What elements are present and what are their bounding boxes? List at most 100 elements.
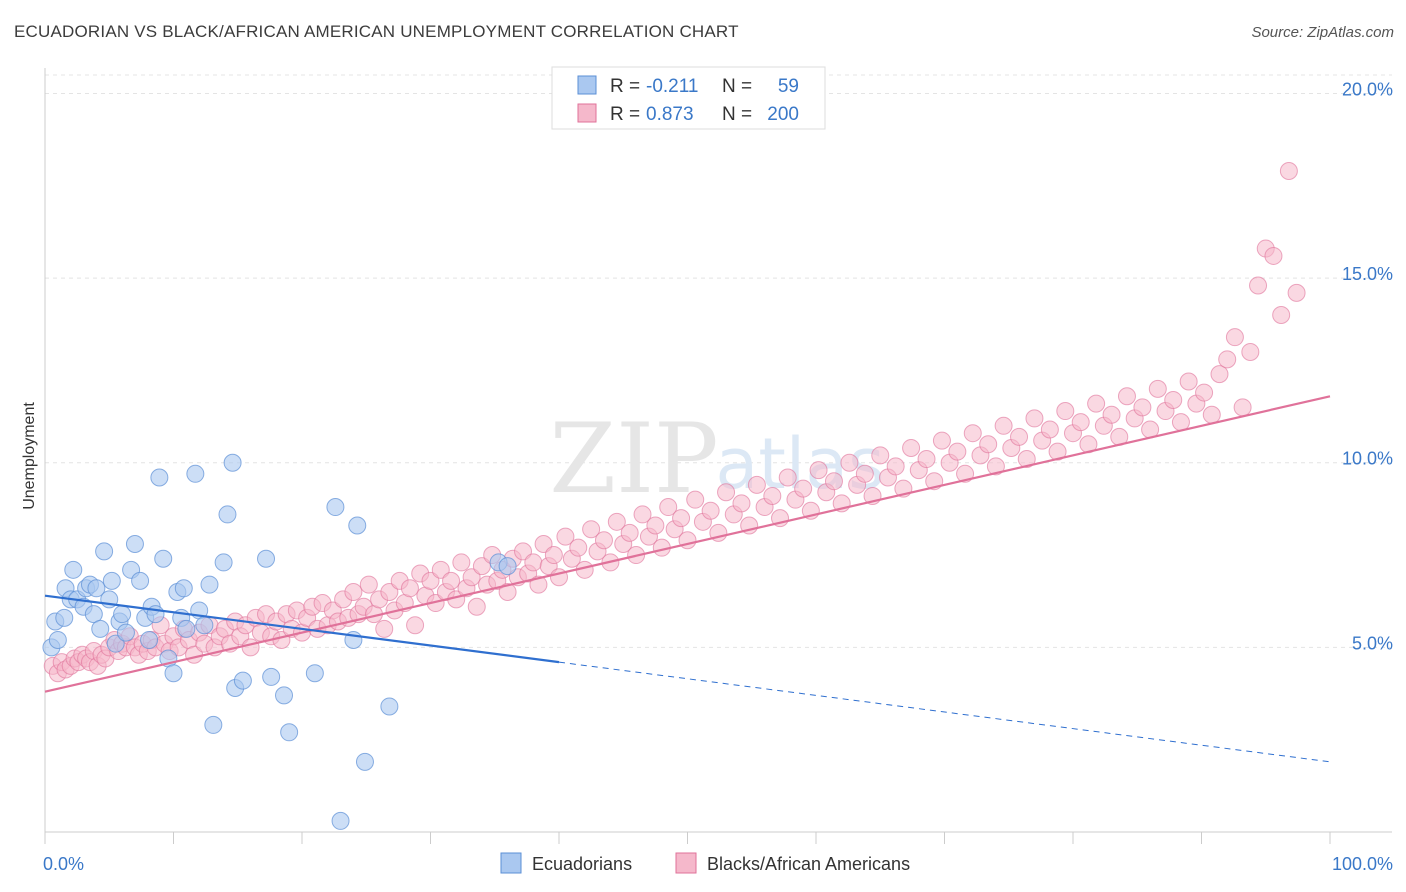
- data-point-ecuadorian: [348, 516, 367, 535]
- data-point-black: [794, 479, 813, 498]
- data-point-black: [1241, 342, 1260, 361]
- data-point-ecuadorian: [164, 664, 183, 683]
- trend-line-ecuadorians: [44, 594, 560, 664]
- data-point-black: [917, 450, 936, 469]
- data-point-ecuadorian: [195, 616, 214, 635]
- data-point-black: [686, 490, 705, 509]
- data-point-black: [824, 472, 843, 491]
- data-point-black: [1117, 387, 1136, 406]
- legend-r-label: R =: [610, 104, 640, 125]
- data-point-ecuadorian: [257, 549, 276, 568]
- data-point-black: [732, 494, 751, 513]
- data-point-black: [421, 571, 440, 590]
- data-point-black: [717, 483, 736, 502]
- data-point-black: [452, 553, 471, 572]
- trend-line-blacks: [44, 395, 1331, 693]
- data-point-black: [556, 527, 575, 546]
- data-point-black: [902, 438, 921, 457]
- legend-swatch-pink: [577, 103, 597, 123]
- data-point-ecuadorian: [95, 542, 114, 561]
- data-point-black: [659, 498, 678, 517]
- data-point-black: [594, 531, 613, 550]
- data-point-black: [1087, 394, 1106, 413]
- data-point-black: [1164, 390, 1183, 409]
- legend-ecuadorians-swatch: [500, 852, 522, 874]
- legend-r-value: 0.873: [646, 104, 694, 125]
- legend-r-label: R =: [610, 76, 640, 97]
- legend-ecuadorians-label: Ecuadorians: [532, 854, 632, 874]
- data-point-ecuadorian: [380, 697, 399, 716]
- source-credit: Source: ZipAtlas.com: [1251, 24, 1394, 41]
- y-tick-label: 15.0%: [1342, 264, 1393, 284]
- data-point-ecuadorian: [218, 505, 237, 524]
- data-point-ecuadorian: [140, 630, 159, 649]
- grid: [45, 74, 1392, 648]
- data-point-black: [747, 475, 766, 494]
- data-point-black: [672, 509, 691, 528]
- y-tick-label: 5.0%: [1352, 633, 1393, 653]
- data-point-black: [514, 542, 533, 561]
- data-point-black: [986, 457, 1005, 476]
- data-point-black: [871, 446, 890, 465]
- data-point-ecuadorian: [186, 464, 205, 483]
- data-point-ecuadorian: [177, 619, 196, 638]
- x-tick-label: 100.0%: [1332, 854, 1393, 874]
- data-point-ecuadorian: [131, 571, 150, 590]
- data-point-ecuadorian: [262, 667, 281, 686]
- data-point-ecuadorian: [174, 579, 193, 598]
- data-point-black: [1195, 383, 1214, 402]
- data-point-black: [1287, 283, 1306, 302]
- data-point-black: [1102, 405, 1121, 424]
- data-point-black: [467, 597, 486, 616]
- data-point-black: [1071, 413, 1090, 432]
- data-point-black: [948, 442, 967, 461]
- legend-swatch-blue: [577, 75, 597, 95]
- data-point-ecuadorian: [200, 575, 219, 594]
- data-point-black: [569, 538, 588, 557]
- data-point-ecuadorian: [326, 498, 345, 517]
- legend-r-value: -0.211: [646, 76, 698, 97]
- data-point-black: [498, 582, 517, 601]
- y-axis-label: Unemployment: [21, 402, 38, 510]
- data-point-black: [241, 638, 260, 657]
- data-point-ecuadorian: [355, 752, 374, 771]
- data-point-ecuadorian: [116, 623, 135, 642]
- data-point-black: [763, 486, 782, 505]
- data-point-black: [462, 568, 481, 587]
- data-point-black: [994, 416, 1013, 435]
- data-point-ecuadorian: [150, 468, 169, 487]
- data-point-ecuadorian: [154, 549, 173, 568]
- data-point-black: [442, 571, 461, 590]
- data-point-ecuadorian: [223, 453, 242, 472]
- data-point-ecuadorian: [55, 608, 74, 627]
- data-point-ecuadorian: [48, 630, 67, 649]
- legend-n-value: 200: [767, 104, 799, 125]
- data-point-black: [1148, 379, 1167, 398]
- data-point-ecuadorian: [305, 664, 324, 683]
- data-point-black: [1202, 405, 1221, 424]
- watermark: ZIP atlas: [549, 403, 884, 515]
- legend-n-value: 59: [778, 76, 799, 97]
- data-point-black: [1218, 350, 1237, 369]
- data-point-ecuadorian: [91, 619, 110, 638]
- data-point-black: [1272, 306, 1291, 325]
- data-point-black: [524, 553, 543, 572]
- x-tick-label: 0.0%: [43, 854, 84, 874]
- data-point-black: [431, 560, 450, 579]
- legend-n-label: N =: [722, 104, 752, 125]
- chart-title: ECUADORIAN VS BLACK/AFRICAN AMERICAN UNE…: [14, 22, 739, 41]
- data-point-black: [1233, 398, 1252, 417]
- y-tick-label: 10.0%: [1342, 449, 1393, 469]
- data-point-black: [380, 582, 399, 601]
- data-point-black: [633, 505, 652, 524]
- legend-n-label: N =: [722, 76, 752, 97]
- data-point-black: [701, 501, 720, 520]
- tick-labels: 5.0% 10.0% 15.0% 20.0% 0.0% 100.0%: [43, 79, 1393, 874]
- data-point-black: [1048, 442, 1067, 461]
- series-legend: Ecuadorians Blacks/African Americans: [500, 852, 910, 874]
- data-point-ecuadorian: [204, 715, 223, 734]
- legend-blacks-swatch: [675, 852, 697, 874]
- data-point-black: [646, 516, 665, 535]
- data-point-black: [979, 435, 998, 454]
- data-point-black: [932, 431, 951, 450]
